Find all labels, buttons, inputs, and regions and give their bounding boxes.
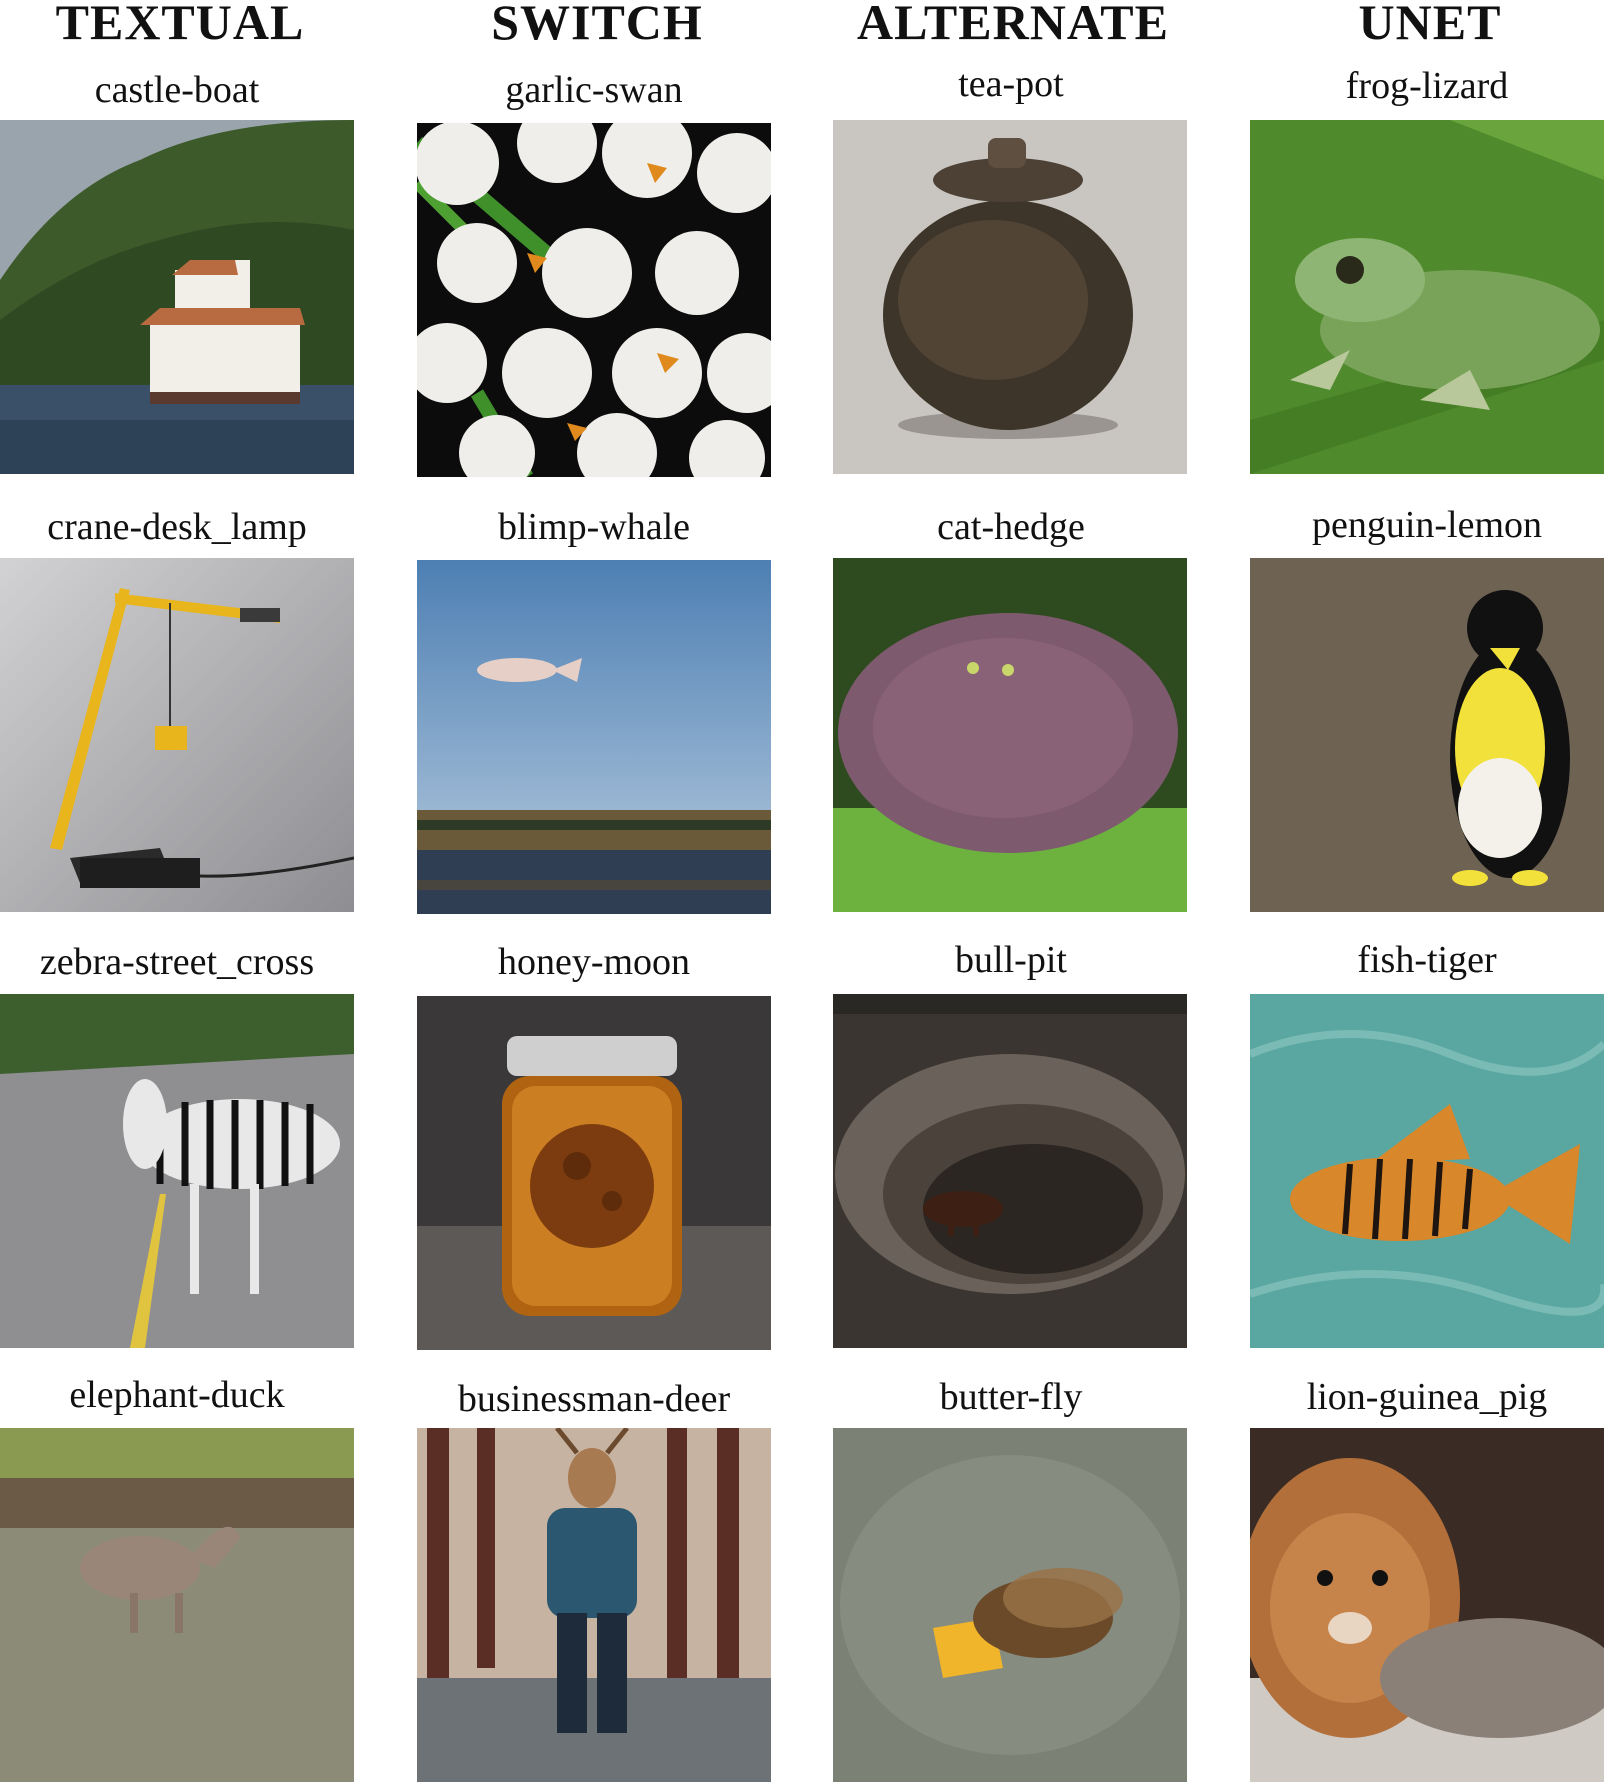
cell-label: cat-hedge [937,506,1085,548]
generated-image-bull-pit [833,994,1187,1348]
generated-image-frog-lizard [1250,120,1604,474]
generated-image-businessman-deer [417,1428,771,1782]
generated-image-honey-moon [417,996,771,1350]
generated-image-blimp-whale [417,560,771,914]
generated-image-butter-fly [833,1428,1187,1782]
cell-label: honey-moon [497,941,691,983]
column-header-textual: TEXTUAL [55,0,305,50]
cell-label: elephant-duck [69,1374,285,1416]
generated-image-crane-desk-lamp [0,558,354,912]
cell-label: penguin-lemon [1311,504,1543,546]
column-header-unet: UNET [1358,0,1502,50]
column-header-alternate: ALTERNATE [857,0,1169,50]
cell-label: businessman-deer [457,1378,731,1420]
cell-label: zebra-street_cross [39,941,315,983]
cell-label: blimp-whale [497,506,691,548]
cell-label: castle-boat [94,69,260,111]
cell-label: fish-tiger [1357,939,1497,981]
generated-image-cat-hedge [833,558,1187,912]
generated-image-zebra-street-cross [0,994,354,1348]
generated-image-lion-guinea-pig [1250,1428,1604,1782]
column-header-switch: SWITCH [491,0,703,50]
generated-image-elephant-duck [0,1428,354,1782]
generated-image-tea-pot [833,120,1187,474]
cell-label: tea-pot [958,63,1064,105]
generated-image-garlic-swan [417,123,771,477]
cell-label: lion-guinea_pig [1306,1376,1548,1418]
generated-image-castle-boat [0,120,354,474]
generated-image-fish-tiger [1250,994,1604,1348]
cell-label: garlic-swan [505,69,683,111]
cell-label: frog-lizard [1345,65,1509,107]
cell-label: butter-fly [939,1376,1083,1418]
cell-label: crane-desk_lamp [47,506,307,548]
generated-image-penguin-lemon [1250,558,1604,912]
cell-label: bull-pit [955,939,1067,981]
